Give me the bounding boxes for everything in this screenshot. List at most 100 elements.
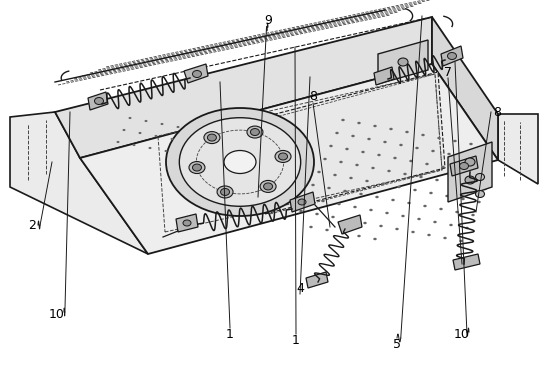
Ellipse shape xyxy=(323,158,327,160)
Ellipse shape xyxy=(373,125,377,127)
Ellipse shape xyxy=(423,205,427,207)
Ellipse shape xyxy=(483,188,486,190)
Ellipse shape xyxy=(298,199,306,205)
Ellipse shape xyxy=(467,185,471,187)
Ellipse shape xyxy=(367,138,371,140)
Text: 7: 7 xyxy=(444,65,452,78)
Ellipse shape xyxy=(477,201,480,203)
Ellipse shape xyxy=(443,237,447,239)
Ellipse shape xyxy=(425,163,429,165)
Polygon shape xyxy=(378,40,428,84)
Ellipse shape xyxy=(449,224,453,226)
Ellipse shape xyxy=(465,227,469,229)
Ellipse shape xyxy=(447,153,451,155)
Polygon shape xyxy=(290,192,315,212)
Ellipse shape xyxy=(345,148,349,150)
Ellipse shape xyxy=(305,197,308,199)
Ellipse shape xyxy=(341,119,345,121)
Ellipse shape xyxy=(398,58,408,66)
Ellipse shape xyxy=(139,132,141,134)
Text: 8: 8 xyxy=(493,106,501,119)
Ellipse shape xyxy=(375,196,379,198)
Ellipse shape xyxy=(473,172,477,174)
Ellipse shape xyxy=(465,158,475,166)
Ellipse shape xyxy=(471,214,475,216)
Ellipse shape xyxy=(476,190,484,198)
Ellipse shape xyxy=(327,187,331,189)
Polygon shape xyxy=(432,17,498,160)
Ellipse shape xyxy=(461,198,465,200)
Ellipse shape xyxy=(439,208,443,210)
Polygon shape xyxy=(176,214,198,232)
Text: 9: 9 xyxy=(264,13,272,26)
Ellipse shape xyxy=(349,177,353,179)
Ellipse shape xyxy=(413,189,417,191)
Polygon shape xyxy=(88,92,108,110)
Ellipse shape xyxy=(251,129,259,135)
Ellipse shape xyxy=(133,144,135,146)
Ellipse shape xyxy=(329,145,333,147)
Ellipse shape xyxy=(377,154,381,156)
Ellipse shape xyxy=(379,225,383,227)
Ellipse shape xyxy=(325,229,329,231)
Ellipse shape xyxy=(405,131,409,133)
Ellipse shape xyxy=(161,123,163,125)
Text: 2: 2 xyxy=(28,218,36,231)
Ellipse shape xyxy=(183,220,191,226)
Ellipse shape xyxy=(164,150,168,152)
Ellipse shape xyxy=(217,186,233,198)
Ellipse shape xyxy=(359,193,363,195)
Ellipse shape xyxy=(361,151,365,153)
Ellipse shape xyxy=(387,170,391,172)
Polygon shape xyxy=(448,142,492,202)
Ellipse shape xyxy=(441,166,445,168)
Ellipse shape xyxy=(401,215,405,217)
Ellipse shape xyxy=(145,120,147,122)
Ellipse shape xyxy=(204,132,220,144)
Text: 10: 10 xyxy=(49,308,65,321)
Ellipse shape xyxy=(451,182,455,184)
Ellipse shape xyxy=(155,135,157,137)
Polygon shape xyxy=(260,72,445,214)
Ellipse shape xyxy=(385,212,389,214)
Ellipse shape xyxy=(343,190,347,192)
Ellipse shape xyxy=(445,195,449,197)
Ellipse shape xyxy=(189,161,205,173)
Ellipse shape xyxy=(149,147,151,149)
Ellipse shape xyxy=(417,218,421,220)
Ellipse shape xyxy=(176,126,180,128)
Polygon shape xyxy=(55,17,432,158)
Ellipse shape xyxy=(395,228,399,230)
Text: 4: 4 xyxy=(296,282,304,295)
Polygon shape xyxy=(453,254,480,270)
Ellipse shape xyxy=(429,192,433,194)
Ellipse shape xyxy=(391,199,395,201)
Ellipse shape xyxy=(122,129,126,131)
Ellipse shape xyxy=(347,219,351,221)
Text: 8: 8 xyxy=(309,90,317,103)
Ellipse shape xyxy=(337,203,341,205)
Ellipse shape xyxy=(299,210,302,212)
Ellipse shape xyxy=(369,209,373,211)
Ellipse shape xyxy=(365,180,369,182)
Ellipse shape xyxy=(278,153,288,160)
Ellipse shape xyxy=(260,180,276,192)
Ellipse shape xyxy=(459,240,463,242)
Text: 5: 5 xyxy=(393,337,401,350)
Ellipse shape xyxy=(460,163,468,170)
Ellipse shape xyxy=(448,52,456,60)
Ellipse shape xyxy=(363,222,367,224)
Ellipse shape xyxy=(393,157,397,159)
Ellipse shape xyxy=(463,156,467,158)
Ellipse shape xyxy=(411,231,415,233)
Ellipse shape xyxy=(437,137,441,139)
Ellipse shape xyxy=(399,144,403,146)
Text: 1: 1 xyxy=(292,334,300,346)
Ellipse shape xyxy=(416,147,419,149)
Ellipse shape xyxy=(247,126,263,138)
Ellipse shape xyxy=(309,226,313,228)
Ellipse shape xyxy=(193,71,201,77)
Ellipse shape xyxy=(476,173,484,180)
Ellipse shape xyxy=(116,141,120,143)
Ellipse shape xyxy=(128,117,132,119)
